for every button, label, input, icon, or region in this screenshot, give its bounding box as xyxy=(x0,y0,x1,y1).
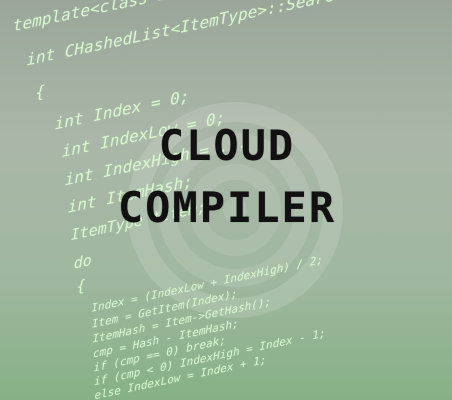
code-line-17: else IndexLow = Index + 1; xyxy=(94,352,267,400)
title-compiler: COMPILER xyxy=(117,183,337,232)
code-line-15: if (cmp == 0) break; xyxy=(93,333,227,375)
code-line-9: do xyxy=(73,250,93,273)
code-line-3: { xyxy=(35,81,46,103)
code-line-13: ItemHash = Item->GetHash(); xyxy=(92,294,272,346)
code-line-12: Item = GetItem(Index); xyxy=(91,287,238,331)
code-line-10: { xyxy=(76,276,86,296)
code-line-16: if (cmp < 0) IndexHigh = Index - 1; xyxy=(93,326,326,389)
code-line-1: template<class ItemType> xyxy=(12,0,245,36)
code-line-11: Index = (IndexLow + IndexHigh) / 2; xyxy=(91,253,324,315)
title-cloud: CLOUD xyxy=(158,121,296,170)
code-line-14: cmp = Hash - ItemHash; xyxy=(92,316,239,361)
main-title: CLOUD COMPILER xyxy=(72,125,382,229)
code-line-2: int CHashedList<ItemType>::Search(int &H… xyxy=(25,0,452,70)
